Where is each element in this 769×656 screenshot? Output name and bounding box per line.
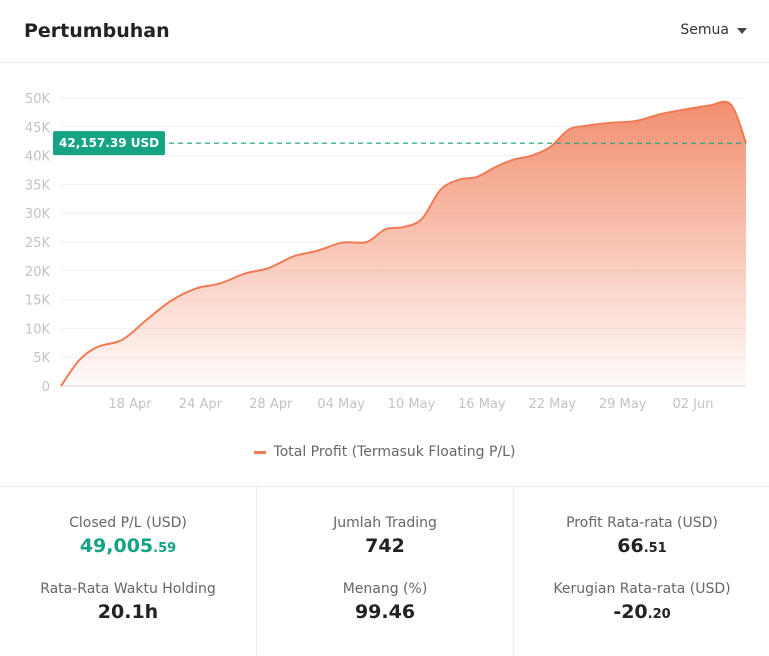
stat-label: Rata-Rata Waktu Holding xyxy=(40,581,216,597)
y-tick-label: 20K xyxy=(25,265,51,280)
chart-legend[interactable]: Total Profit (Termasuk Floating P/L) xyxy=(0,444,769,460)
y-tick-label: 35K xyxy=(25,178,51,193)
x-tick-label: 22 May xyxy=(528,397,576,412)
y-tick-label: 10K xyxy=(25,322,51,337)
period-filter-dropdown[interactable]: Semua xyxy=(680,22,747,38)
stat-avg-profit: Profit Rata-rata (USD) 66.51 xyxy=(514,515,769,557)
x-tick-label: 02 Jun xyxy=(673,397,714,412)
stat-value: 742 xyxy=(365,535,405,557)
x-tick-label: 24 Apr xyxy=(179,397,223,412)
series-line xyxy=(60,100,747,387)
y-tick-label: 25K xyxy=(25,236,51,251)
x-tick-label: 28 Apr xyxy=(249,397,293,412)
current-value-badge: 42,157.39 USD xyxy=(53,131,165,156)
stat-value: 99.46 xyxy=(354,601,416,623)
stat-value: 49,005.59 xyxy=(79,535,177,557)
stat-trading-count: Jumlah Trading 742 xyxy=(257,515,513,557)
stats-panel: Closed P/L (USD) 49,005.59 Rata-Rata Wak… xyxy=(0,486,769,656)
card-header: Pertumbuhan Semua xyxy=(0,0,769,63)
stat-label: Profit Rata-rata (USD) xyxy=(566,515,718,531)
series-area xyxy=(61,101,746,386)
chevron-down-icon xyxy=(737,28,747,34)
legend-swatch xyxy=(253,450,266,454)
stat-value: 20.1h xyxy=(97,601,159,623)
growth-chart: 0 5K 10K 15K 20K 25K 30K 35K 40K 45K 50K 18 Apr 24 … xyxy=(25,92,747,412)
stat-label: Menang (%) xyxy=(342,581,428,597)
current-value-label: 42,157.39 USD xyxy=(59,136,159,150)
stat-avg-loss: Kerugian Rata-rata (USD) -20.20 xyxy=(514,581,769,623)
page-title: Pertumbuhan xyxy=(24,20,170,42)
y-tick-label: 0 xyxy=(42,380,50,395)
x-tick-label: 10 May xyxy=(388,397,436,412)
stat-label: Kerugian Rata-rata (USD) xyxy=(553,581,731,597)
x-tick-label: 04 May xyxy=(317,397,365,412)
stat-value: -20.20 xyxy=(613,601,671,623)
stats-column-1: Closed P/L (USD) 49,005.59 Rata-Rata Wak… xyxy=(0,487,256,656)
y-tick-label: 50K xyxy=(25,92,51,107)
y-tick-label: 15K xyxy=(25,294,51,309)
stats-column-3: Profit Rata-rata (USD) 66.51 Kerugian Ra… xyxy=(513,487,769,656)
x-tick-label: 18 Apr xyxy=(108,397,152,412)
stat-label: Closed P/L (USD) xyxy=(69,515,187,531)
stat-closed-pl: Closed P/L (USD) 49,005.59 xyxy=(0,515,256,557)
x-tick-label: 16 May xyxy=(458,397,506,412)
legend-label: Total Profit (Termasuk Floating P/L) xyxy=(273,444,516,460)
stat-win-rate: Menang (%) 99.46 xyxy=(257,581,513,623)
period-filter-label: Semua xyxy=(680,22,729,38)
stat-holding-time: Rata-Rata Waktu Holding 20.1h xyxy=(0,581,256,623)
y-tick-label: 45K xyxy=(25,121,51,136)
x-tick-label: 29 May xyxy=(599,397,647,412)
stats-column-2: Jumlah Trading 742 Menang (%) 99.46 xyxy=(256,487,513,656)
y-tick-label: 40K xyxy=(25,150,51,165)
y-tick-label: 5K xyxy=(33,351,50,366)
stat-label: Jumlah Trading xyxy=(333,515,437,531)
stat-value: 66.51 xyxy=(617,535,667,557)
y-tick-label: 30K xyxy=(25,207,51,222)
